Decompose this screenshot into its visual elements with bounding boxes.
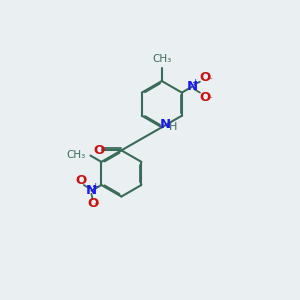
Text: ⁻: ⁻ [206,96,212,106]
Text: N: N [186,80,197,93]
Text: O: O [199,71,210,84]
Text: ⁻: ⁻ [206,76,212,86]
Text: +: + [91,182,99,191]
Text: H: H [169,122,177,132]
Text: +: + [192,78,199,87]
Text: O: O [75,174,87,187]
Text: CH₃: CH₃ [66,150,85,160]
Text: CH₃: CH₃ [152,54,172,64]
Text: O: O [93,144,104,157]
Text: N: N [86,184,97,197]
Text: N: N [159,118,170,131]
Text: O: O [199,91,210,104]
Text: ⁻: ⁻ [94,202,99,212]
Text: O: O [87,197,98,210]
